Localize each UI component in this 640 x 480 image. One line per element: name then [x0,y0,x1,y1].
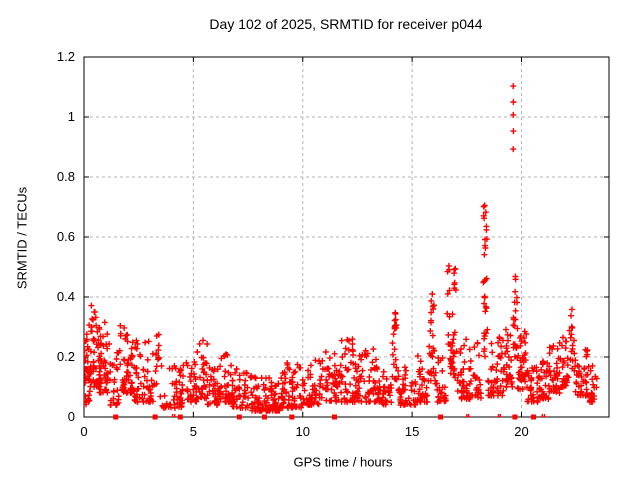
y-tick-label: 1.2 [57,49,75,64]
data-points [84,83,600,417]
plot-border [83,56,610,418]
y-tick-label: 0.8 [57,169,75,184]
chart-title: Day 102 of 2025, SRMTID for receiver p04… [209,16,483,32]
gridlines [84,57,609,417]
x-tick-label: 10 [296,424,310,439]
x-tick-label: 15 [405,424,419,439]
x-tick-label: 5 [190,424,197,439]
y-tick-label: 0.4 [57,289,75,304]
x-tick-label: 0 [80,424,87,439]
tick-labels: 0 5 10 15 20 0 0.2 0.4 0.6 0.8 1 1.2 [57,49,529,439]
y-tick-label: 0 [68,409,75,424]
y-tick-label: 0.6 [57,229,75,244]
y-tick-label: 1 [68,109,75,124]
x-tick-label: 20 [514,424,528,439]
x-axis-label: GPS time / hours [293,454,393,470]
zero-markers [113,414,536,420]
y-tick-label: 0.2 [57,349,75,364]
